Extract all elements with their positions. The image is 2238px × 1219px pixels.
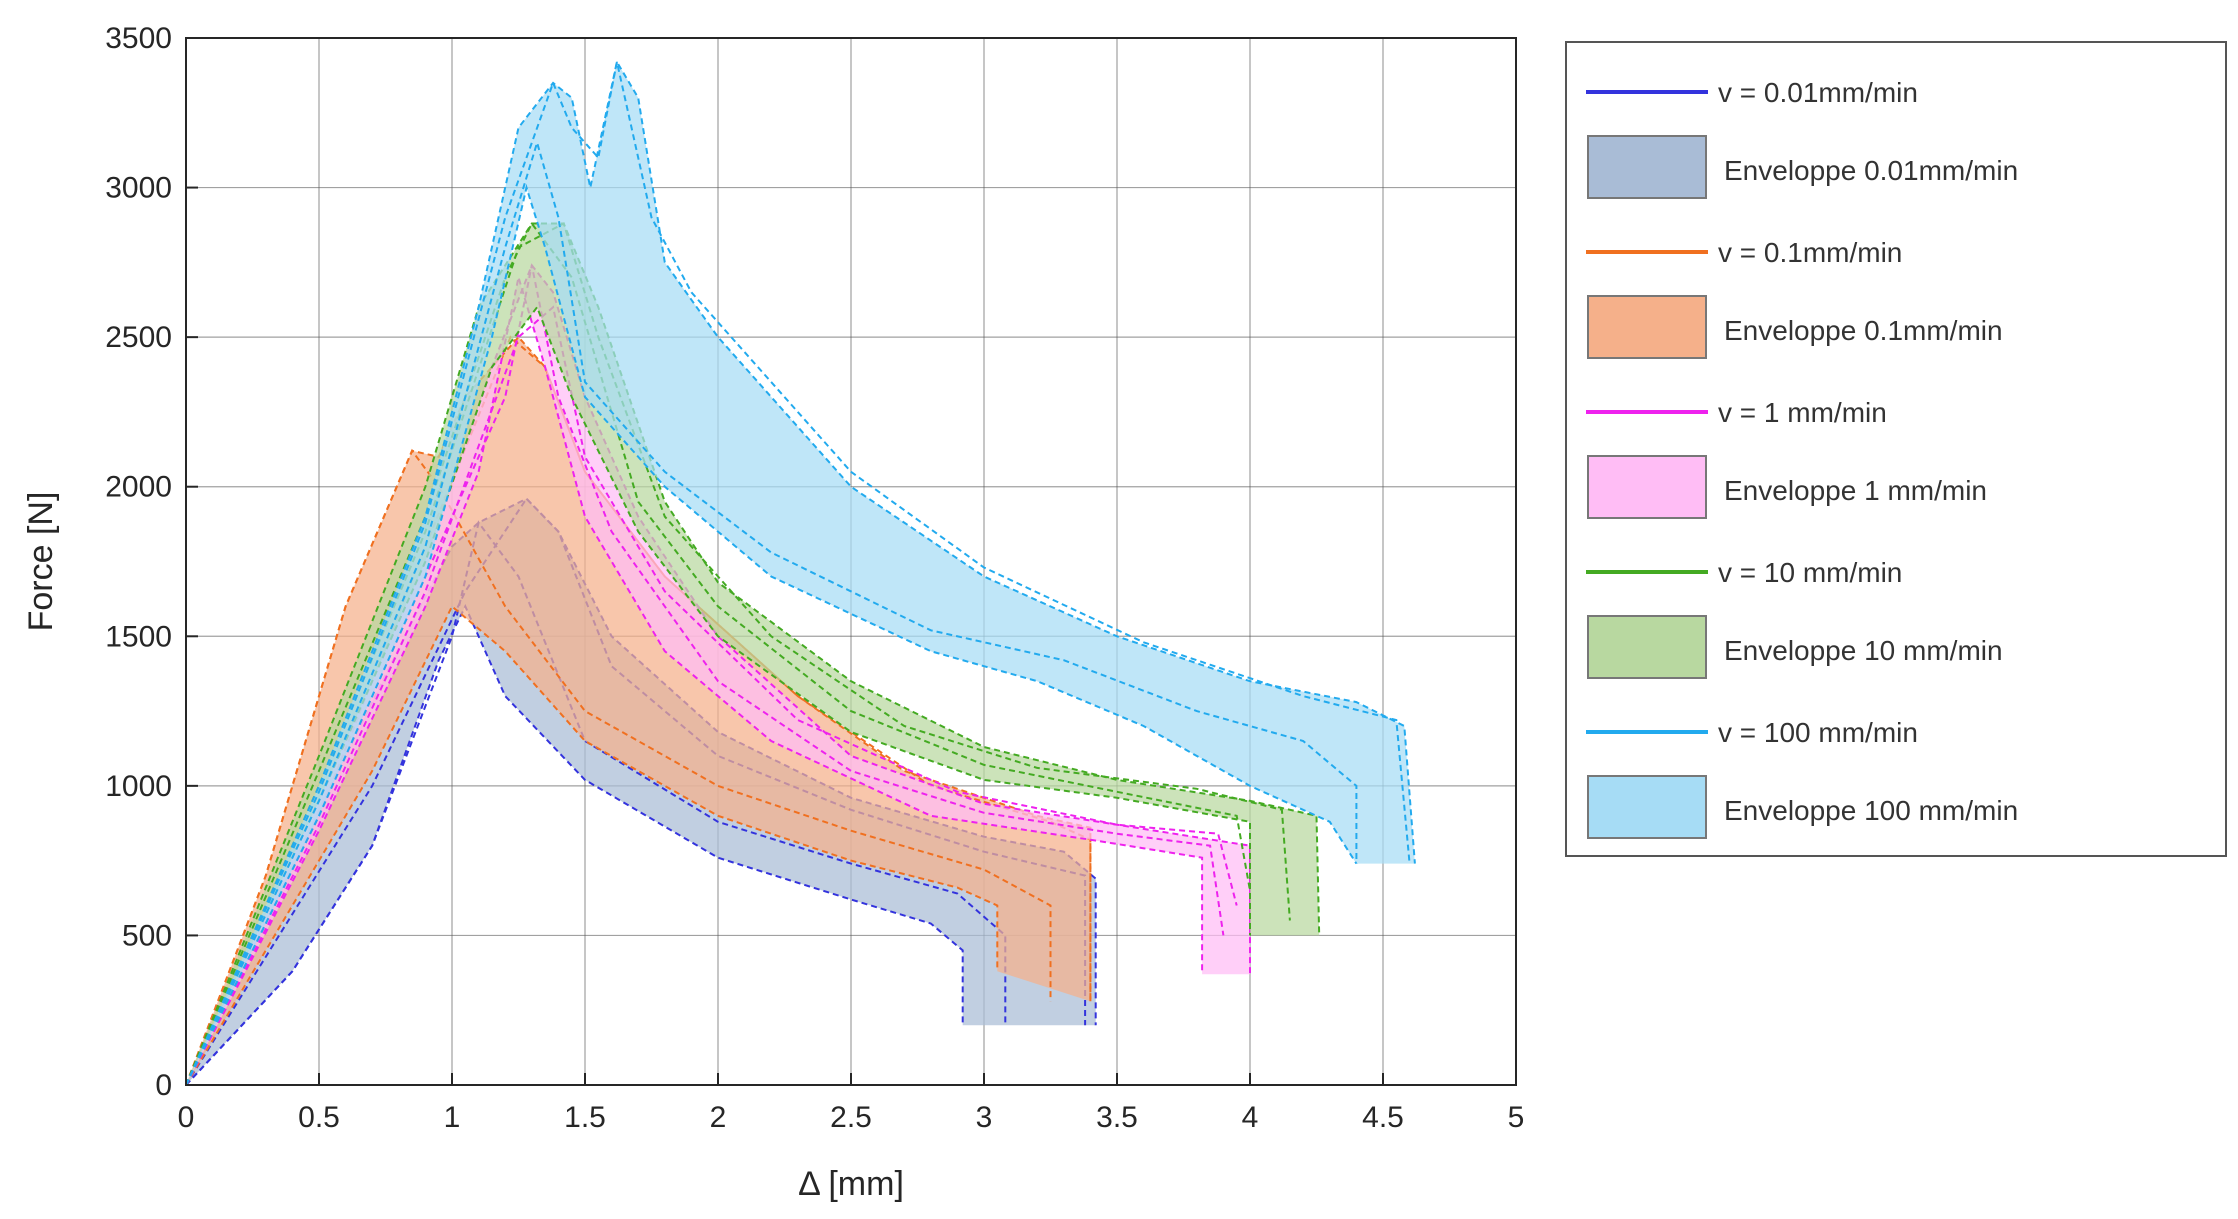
test-curve: [185, 221, 1251, 1086]
test-curve: [185, 448, 1052, 1086]
x-tick-label: 5: [1508, 1101, 1525, 1134]
envelope-lower-line: [185, 183, 1358, 1086]
envelope-upper-line: [185, 59, 1416, 1086]
y-tick-label: 1000: [105, 770, 172, 803]
envelope-lower-line: [185, 277, 1204, 1086]
x-axis-ticks: 0 0.5 1 1.5 2 2.5 3 3.5 4 4.5 5: [178, 1073, 1525, 1134]
x-tick-label: 2.5: [830, 1101, 872, 1134]
series-4: [185, 59, 1416, 1086]
x-tick-label: 2: [710, 1101, 727, 1134]
x-tick-label: 3: [976, 1101, 993, 1134]
x-tick-label: 1.5: [564, 1101, 606, 1134]
envelope-lower-line: [185, 604, 999, 1086]
legend-envelope-label: Enveloppe 1 mm/min: [1724, 475, 1987, 506]
legend-envelope-label: Enveloppe 10 mm/min: [1724, 635, 2003, 666]
y-tick-label: 2000: [105, 471, 172, 504]
envelope-area: [186, 265, 1250, 1085]
x-tick-label: 1: [444, 1101, 461, 1134]
legend-area-swatch: [1587, 775, 1707, 839]
envelope-area: [186, 223, 1320, 1085]
legend-envelope-label: Enveloppe 0.1mm/min: [1724, 315, 2003, 346]
test-curve: [185, 61, 1411, 1086]
legend-area-swatch: [1587, 455, 1707, 519]
x-tick-label: 0: [178, 1101, 195, 1134]
legend-entry-label: v = 1 mm/min: [1718, 397, 1887, 428]
legend-entry-label: v = 0.01mm/min: [1718, 77, 1918, 108]
y-tick-label: 1500: [105, 620, 172, 653]
legend: v = 0.01mm/min Enveloppe 0.01mm/min v = 0.…: [1565, 41, 2227, 857]
y-tick-label: 0: [155, 1069, 172, 1102]
envelope-area: [186, 61, 1415, 1085]
test-curve: [185, 139, 1358, 1086]
y-axis-ticks: 0 500 1000 1500 2000 2500 3000 3500: [105, 22, 198, 1102]
x-tick-label: 4: [1242, 1101, 1259, 1134]
legend-area-swatch: [1587, 615, 1707, 679]
y-tick-label: 500: [122, 919, 172, 952]
y-tick-label: 3000: [105, 172, 172, 205]
series-layer: [185, 59, 1416, 1086]
y-tick-label: 2500: [105, 321, 172, 354]
test-curve: [185, 497, 1087, 1086]
legend-envelope-label: Enveloppe 100 mm/min: [1724, 795, 2018, 826]
x-tick-label: 4.5: [1362, 1101, 1404, 1134]
test-curve: [185, 305, 1238, 1086]
envelope-upper-line: [185, 263, 1251, 1086]
legend-entry-label: v = 10 mm/min: [1718, 557, 1902, 588]
x-tick-label: 3.5: [1096, 1101, 1138, 1134]
legend-entry-label: v = 0.1mm/min: [1718, 237, 1902, 268]
x-tick-label: 0.5: [298, 1101, 340, 1134]
x-axis-label: Δ [mm]: [798, 1165, 904, 1203]
legend-area-swatch: [1587, 295, 1707, 359]
legend-entry-label: v = 100 mm/min: [1718, 717, 1918, 748]
legend-area-swatch: [1587, 135, 1707, 199]
y-axis-label: Force [N]: [22, 492, 60, 632]
y-tick-label: 3500: [105, 22, 172, 55]
legend-envelope-label: Enveloppe 0.01mm/min: [1724, 155, 2018, 186]
